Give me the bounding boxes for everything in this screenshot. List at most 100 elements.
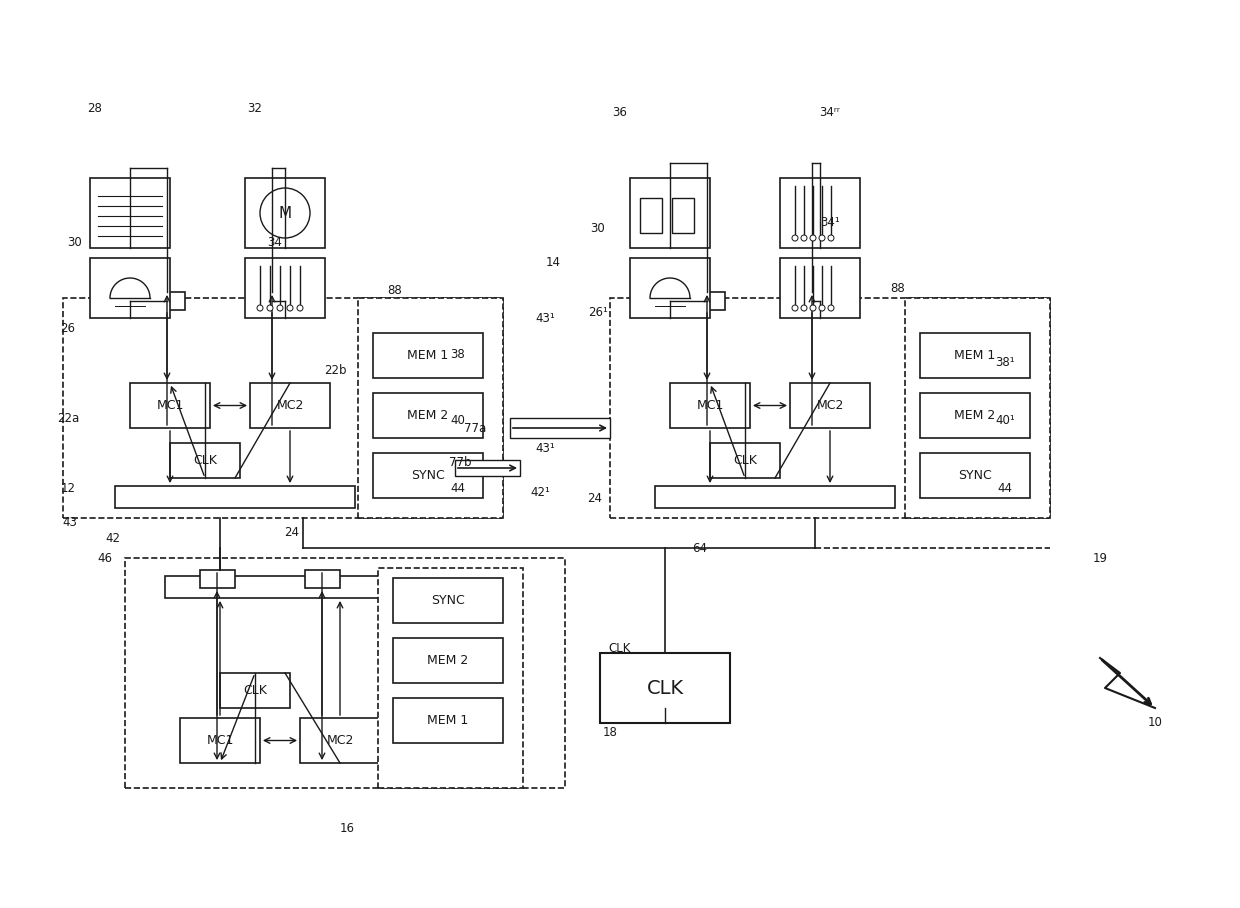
Circle shape <box>801 305 807 311</box>
Bar <box>250 383 330 428</box>
Circle shape <box>828 305 835 311</box>
Bar <box>219 673 290 708</box>
Text: 77b: 77b <box>449 457 471 469</box>
Text: MC1: MC1 <box>206 734 233 747</box>
Text: 24: 24 <box>588 491 603 505</box>
Text: MC2: MC2 <box>816 399 843 412</box>
Bar <box>373 453 484 498</box>
Text: 14: 14 <box>546 256 560 270</box>
Bar <box>200 570 236 588</box>
Text: 22b: 22b <box>324 363 346 377</box>
Text: MEM 1: MEM 1 <box>955 349 996 362</box>
Bar <box>130 383 210 428</box>
Bar <box>393 698 503 743</box>
Text: 26: 26 <box>61 321 76 334</box>
Text: 40: 40 <box>450 413 465 427</box>
Text: 24: 24 <box>284 527 300 539</box>
Bar <box>920 393 1030 438</box>
Text: 22a: 22a <box>57 411 79 425</box>
Text: CLK: CLK <box>646 678 683 697</box>
Text: 28: 28 <box>88 102 103 114</box>
Circle shape <box>818 305 825 311</box>
Bar <box>91 258 170 318</box>
Bar <box>150 292 185 310</box>
Text: 30: 30 <box>590 222 605 234</box>
Bar <box>610 298 1050 518</box>
Text: 42: 42 <box>105 531 120 545</box>
Circle shape <box>267 305 273 311</box>
Text: 88: 88 <box>388 283 402 297</box>
Text: MEM 2: MEM 2 <box>408 409 449 422</box>
Bar <box>689 292 725 310</box>
Bar <box>165 576 405 598</box>
Bar <box>510 418 610 438</box>
Circle shape <box>810 235 816 241</box>
Bar <box>378 568 523 788</box>
Text: 43¹: 43¹ <box>536 311 554 324</box>
Bar <box>640 198 662 233</box>
Text: 44: 44 <box>450 481 465 495</box>
Text: MC1: MC1 <box>697 399 724 412</box>
Bar <box>655 486 895 508</box>
Bar <box>170 443 241 478</box>
Text: CLK: CLK <box>243 684 267 697</box>
Text: 18: 18 <box>603 726 618 739</box>
Text: 34: 34 <box>268 236 283 250</box>
Bar <box>255 292 290 310</box>
Circle shape <box>792 235 799 241</box>
Text: SYNC: SYNC <box>959 469 992 482</box>
Bar <box>246 258 325 318</box>
Bar <box>358 298 503 518</box>
Text: MC2: MC2 <box>326 734 353 747</box>
Text: 64: 64 <box>692 541 708 555</box>
Circle shape <box>277 305 283 311</box>
Text: MC2: MC2 <box>277 399 304 412</box>
Text: 16: 16 <box>340 822 355 834</box>
Text: 43: 43 <box>62 517 77 529</box>
Text: MC1: MC1 <box>156 399 184 412</box>
Text: MEM 1: MEM 1 <box>428 714 469 727</box>
Circle shape <box>286 305 293 311</box>
Bar <box>246 178 325 248</box>
Text: 42¹: 42¹ <box>529 487 549 499</box>
Bar <box>305 570 340 588</box>
Text: 30: 30 <box>68 236 82 250</box>
Bar <box>920 453 1030 498</box>
Bar <box>455 460 520 476</box>
Bar <box>790 383 870 428</box>
Text: SYNC: SYNC <box>432 594 465 607</box>
Circle shape <box>260 188 310 238</box>
Text: 44: 44 <box>997 481 1013 495</box>
Text: 46: 46 <box>98 551 113 565</box>
Circle shape <box>257 305 263 311</box>
Text: 34ʳʳ: 34ʳʳ <box>820 106 841 120</box>
Text: 38¹: 38¹ <box>996 357 1014 370</box>
Text: MEM 2: MEM 2 <box>428 654 469 667</box>
Bar <box>373 333 484 378</box>
Text: 38: 38 <box>450 349 465 361</box>
Bar <box>672 198 694 233</box>
Bar <box>63 298 503 518</box>
Text: CLK: CLK <box>193 454 217 467</box>
Bar <box>630 178 711 248</box>
Text: M: M <box>279 205 291 221</box>
Bar <box>393 578 503 623</box>
Text: 34¹: 34¹ <box>820 216 839 230</box>
Text: 10: 10 <box>1147 716 1162 729</box>
Text: 40¹: 40¹ <box>996 413 1014 427</box>
Text: 19: 19 <box>1092 551 1107 565</box>
Text: SYNC: SYNC <box>412 469 445 482</box>
Bar <box>780 258 861 318</box>
Circle shape <box>810 305 816 311</box>
Text: 36: 36 <box>613 106 627 120</box>
Bar <box>180 718 260 763</box>
Bar <box>780 178 861 248</box>
Bar <box>920 333 1030 378</box>
Bar <box>670 383 750 428</box>
Text: 77a: 77a <box>464 421 486 435</box>
Text: 88: 88 <box>890 281 905 294</box>
Bar <box>393 638 503 683</box>
Text: 12: 12 <box>61 481 76 495</box>
Bar <box>300 718 379 763</box>
Circle shape <box>298 305 303 311</box>
